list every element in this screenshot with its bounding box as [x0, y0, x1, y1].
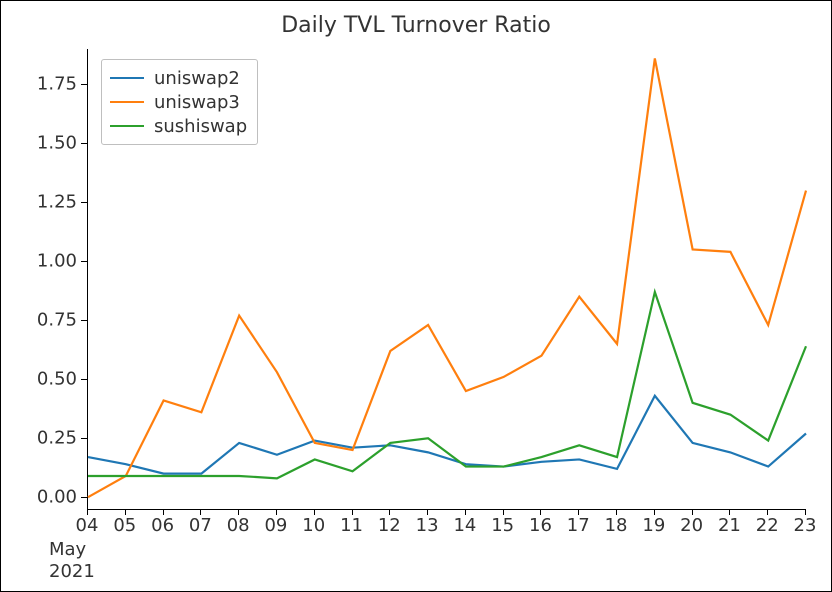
x-tick-label: 19 [642, 515, 665, 536]
y-tick-label: 1.25 [37, 192, 77, 213]
chart-frame: Daily TVL Turnover Ratio uniswap2uniswap… [0, 0, 832, 592]
x-sub-label: May [49, 539, 86, 560]
x-sub-label: 2021 [49, 561, 95, 582]
x-tick-mark [87, 509, 88, 515]
x-tick-label: 06 [151, 515, 174, 536]
x-tick-mark [578, 509, 579, 515]
x-tick-label: 15 [491, 515, 514, 536]
y-tick-label: 0.00 [37, 487, 77, 508]
x-tick-mark [654, 509, 655, 515]
x-tick-label: 13 [416, 515, 439, 536]
x-tick-label: 14 [453, 515, 476, 536]
x-tick-label: 04 [76, 515, 99, 536]
x-tick-label: 21 [718, 515, 741, 536]
y-tick-label: 1.50 [37, 133, 77, 154]
y-tick-label: 0.75 [37, 310, 77, 331]
x-tick-mark [503, 509, 504, 515]
y-tick-mark [81, 143, 87, 144]
x-tick-label: 09 [264, 515, 287, 536]
x-tick-mark [692, 509, 693, 515]
y-tick-label: 0.25 [37, 428, 77, 449]
x-tick-mark [540, 509, 541, 515]
legend-entry-uniswap3: uniswap3 [110, 90, 247, 114]
legend-entry-sushiswap: sushiswap [110, 114, 247, 138]
legend-label: uniswap2 [154, 68, 240, 89]
legend-swatch [110, 125, 144, 128]
x-tick-label: 16 [529, 515, 552, 536]
y-tick-mark [81, 202, 87, 203]
x-tick-mark [314, 509, 315, 515]
legend-entry-uniswap2: uniswap2 [110, 66, 247, 90]
x-tick-mark [427, 509, 428, 515]
x-tick-mark [805, 509, 806, 515]
x-tick-mark [389, 509, 390, 515]
x-tick-label: 22 [756, 515, 779, 536]
y-tick-label: 1.75 [37, 74, 77, 95]
legend-label: uniswap3 [154, 92, 240, 113]
x-tick-mark [276, 509, 277, 515]
x-tick-mark [163, 509, 164, 515]
x-tick-label: 17 [567, 515, 590, 536]
series-uniswap2 [88, 396, 806, 474]
x-tick-label: 11 [340, 515, 363, 536]
x-tick-mark [729, 509, 730, 515]
x-tick-label: 05 [113, 515, 136, 536]
y-tick-mark [81, 438, 87, 439]
y-tick-mark [81, 261, 87, 262]
x-tick-label: 08 [227, 515, 250, 536]
x-tick-label: 23 [794, 515, 817, 536]
y-tick-mark [81, 84, 87, 85]
x-tick-label: 07 [189, 515, 212, 536]
y-tick-label: 1.00 [37, 251, 77, 272]
x-tick-mark [238, 509, 239, 515]
y-tick-label: 0.50 [37, 369, 77, 390]
x-tick-label: 10 [302, 515, 325, 536]
x-tick-mark [200, 509, 201, 515]
series-sushiswap [88, 292, 806, 478]
x-tick-mark [616, 509, 617, 515]
legend-swatch [110, 101, 144, 104]
y-tick-mark [81, 320, 87, 321]
legend-label: sushiswap [154, 116, 247, 137]
x-tick-mark [352, 509, 353, 515]
y-tick-mark [81, 379, 87, 380]
legend: uniswap2 uniswap3 sushiswap [101, 59, 258, 145]
x-tick-mark [125, 509, 126, 515]
x-tick-label: 18 [605, 515, 628, 536]
x-tick-mark [465, 509, 466, 515]
legend-swatch [110, 77, 144, 80]
x-tick-mark [767, 509, 768, 515]
y-tick-mark [81, 497, 87, 498]
chart-title: Daily TVL Turnover Ratio [1, 13, 831, 38]
x-tick-label: 12 [378, 515, 401, 536]
x-tick-label: 20 [680, 515, 703, 536]
